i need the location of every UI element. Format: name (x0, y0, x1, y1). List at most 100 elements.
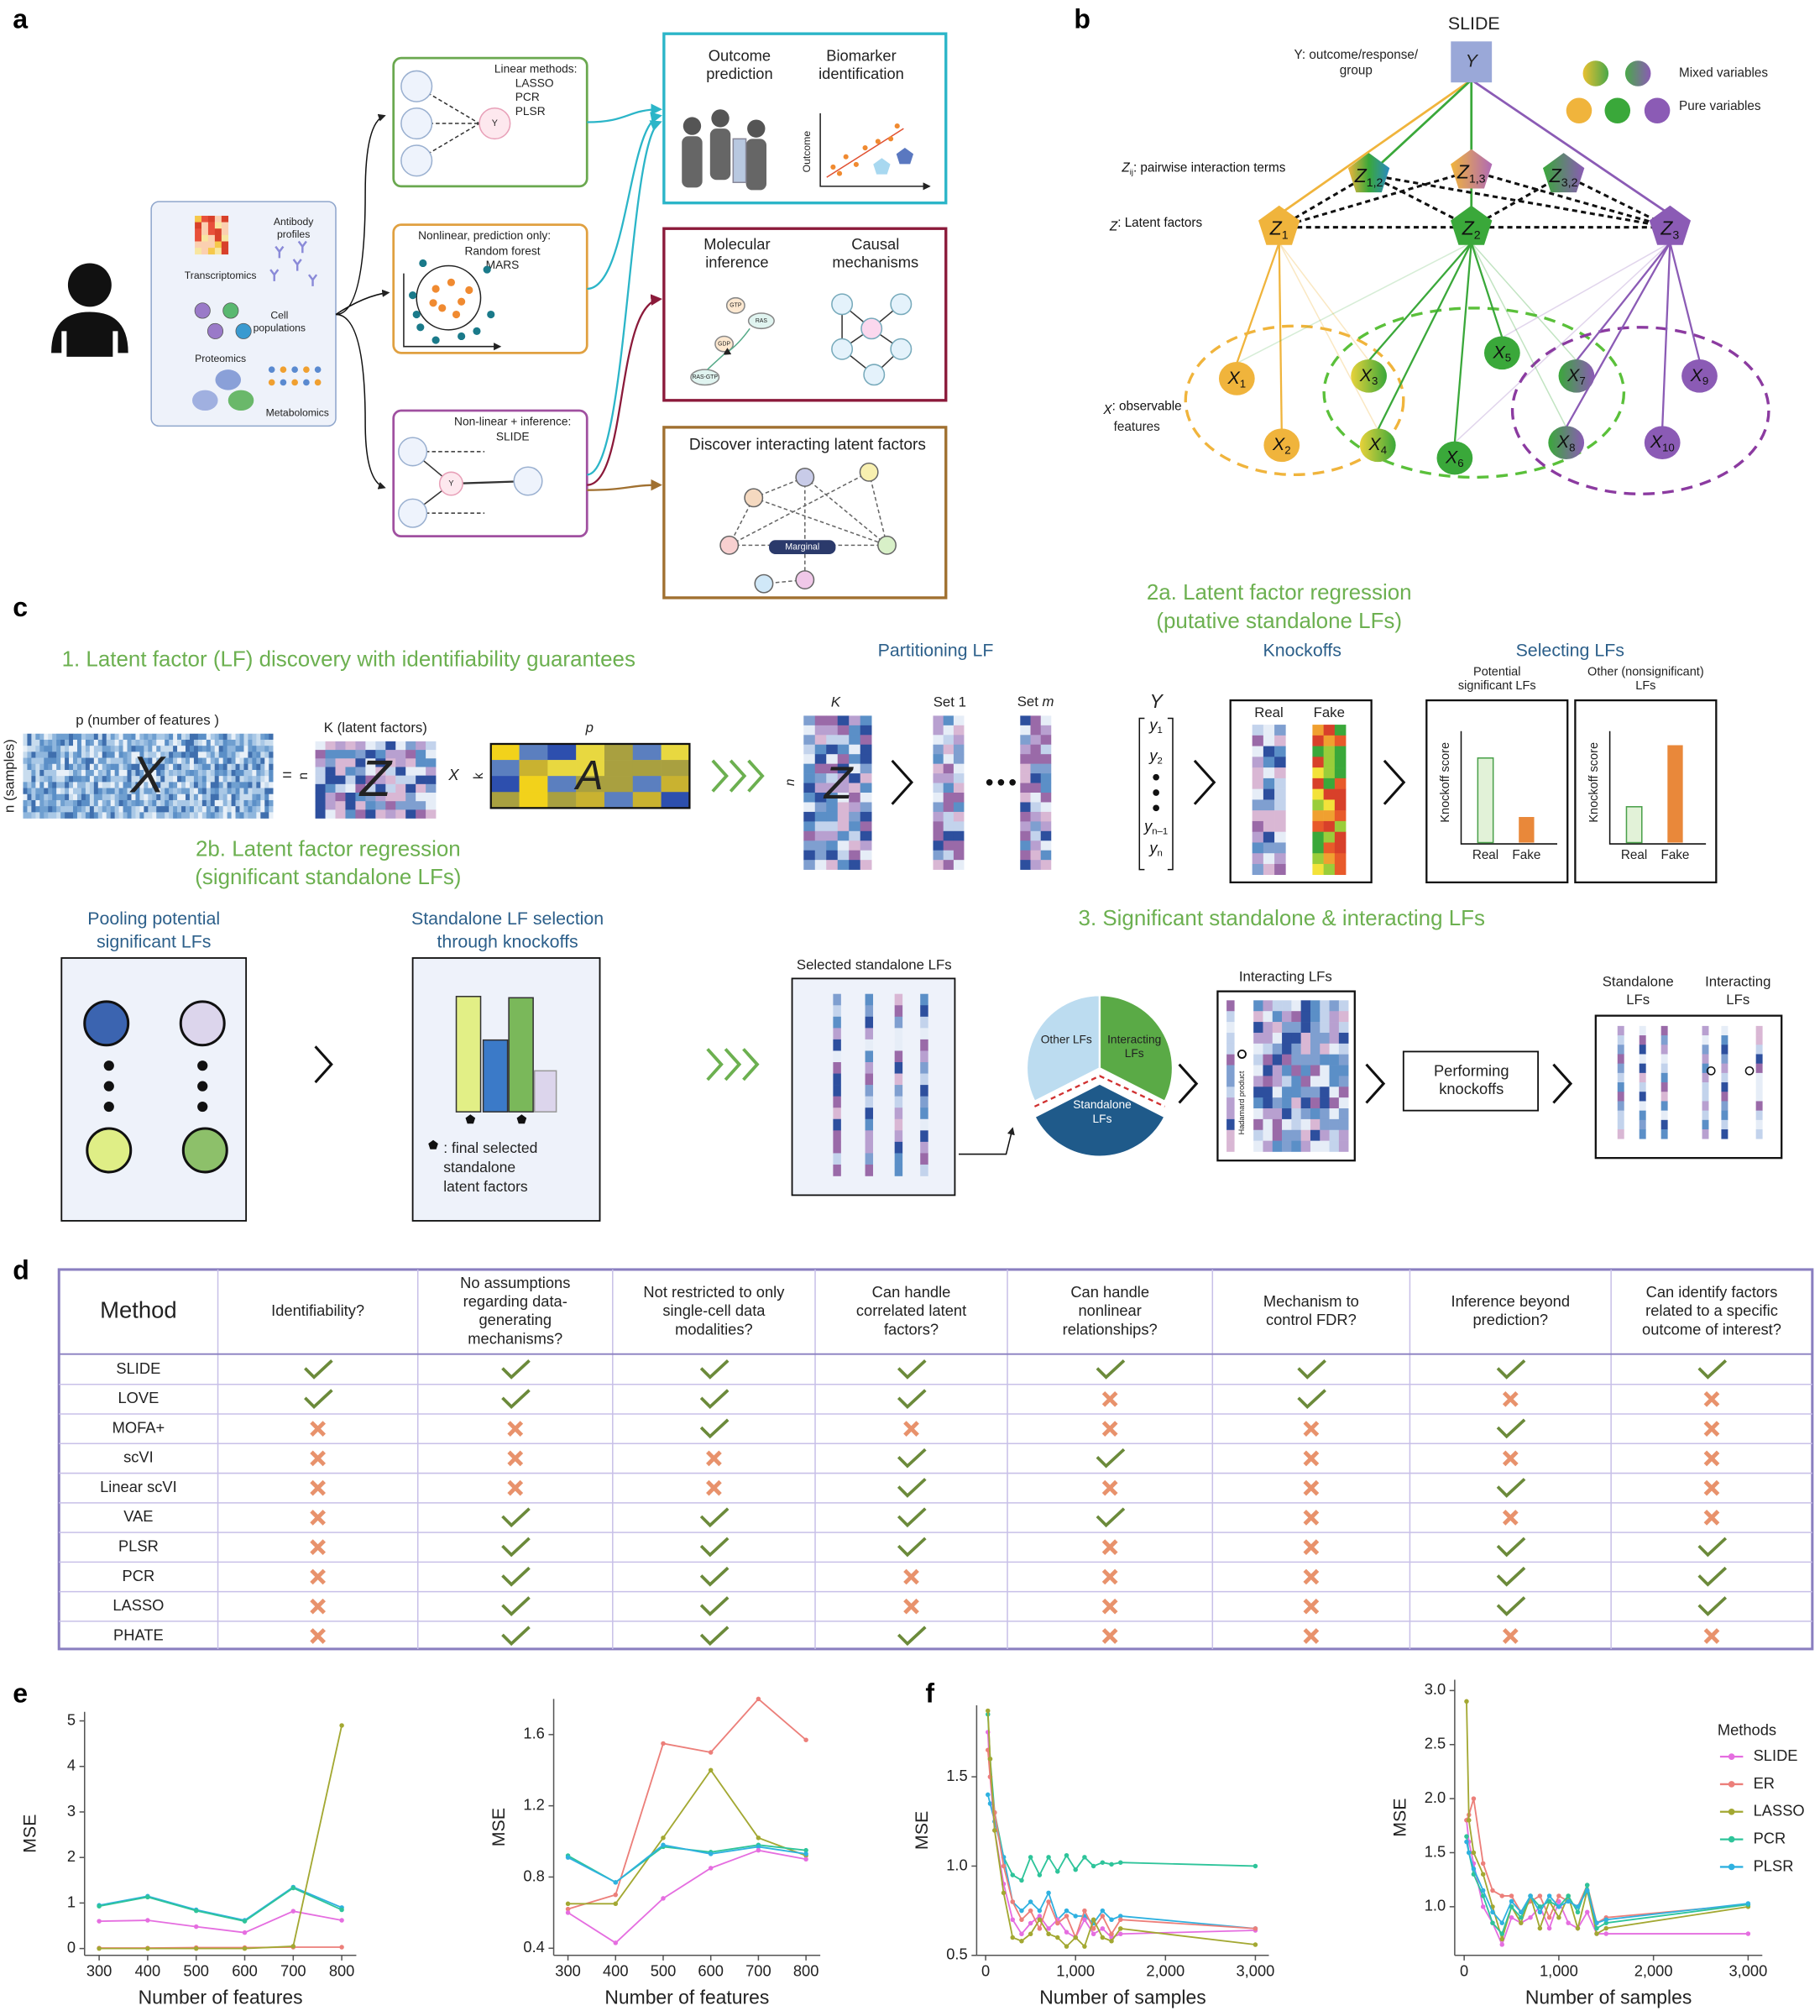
heatmap-cell (269, 751, 274, 758)
connector (1454, 242, 1671, 443)
heatmap-cell (131, 812, 136, 819)
node (795, 570, 815, 590)
heatmap-cell (269, 739, 274, 746)
heatmap-cell (39, 751, 44, 758)
axes (1460, 730, 1558, 845)
heatmap-cell (405, 783, 416, 793)
heatmap-cell (1226, 1076, 1235, 1087)
heatmap-cell (1030, 735, 1042, 746)
heatmap-cell (1755, 1092, 1763, 1102)
heatmap-cell (177, 793, 182, 801)
heatmap-cell (1721, 1110, 1728, 1121)
heatmap-cell (248, 793, 253, 801)
data-point (1745, 1931, 1751, 1936)
data-point (1118, 1917, 1123, 1922)
heatmap-cell (201, 222, 209, 229)
heatmap-cell (837, 850, 850, 861)
heatmap-cell (269, 793, 274, 801)
heatmap-cell (195, 234, 202, 242)
data-point (756, 1835, 761, 1841)
heatmap-cell (1040, 783, 1052, 793)
feature-node (1548, 426, 1585, 460)
symbol: X (1566, 364, 1580, 385)
heatmap-cell (814, 821, 827, 832)
heatmap-cell (131, 751, 136, 758)
heatmap-cell (1040, 802, 1052, 813)
check-mark (1297, 1389, 1326, 1410)
data-point (1575, 1925, 1581, 1931)
person-head (67, 263, 112, 307)
heatmap-cell (1312, 725, 1324, 736)
heatmap-cell (1329, 1076, 1340, 1087)
heatmap-cell (315, 767, 326, 776)
check-mark (1697, 1359, 1728, 1380)
heatmap-cell (39, 746, 44, 752)
heatmap-cell (826, 744, 839, 755)
heatmap-cell (490, 776, 520, 793)
heatmap-cell (114, 776, 119, 783)
heatmap-cell (189, 793, 195, 801)
data-point (1528, 1893, 1533, 1898)
data-point (1546, 1898, 1552, 1904)
heatmap-cell (93, 788, 99, 795)
heatmap-cell (1702, 1101, 1709, 1111)
heatmap-cell (1020, 715, 1031, 726)
heatmap-cell (632, 776, 662, 793)
heatmap-cell (185, 733, 191, 741)
heatmap-cell (69, 769, 74, 777)
heatmap-cell (222, 746, 228, 752)
heatmap-cell (189, 812, 195, 819)
heatmap-cell (1300, 1054, 1311, 1066)
heatmap-cell (1617, 1035, 1624, 1045)
heatmap-cell (826, 802, 839, 813)
heatmap-cell (826, 783, 839, 793)
heatmap-cell (1310, 1000, 1321, 1012)
label: Fake (1661, 848, 1690, 862)
subscript: 1 (1282, 228, 1289, 242)
heatmap-cell (235, 763, 240, 771)
heatmap-cell (110, 793, 115, 801)
heatmap-cell (144, 776, 149, 783)
x-tick-label: 500 (651, 1961, 677, 1979)
check-mark (1496, 1359, 1526, 1380)
heatmap-cell (355, 767, 366, 776)
heatmap-cell (69, 746, 74, 752)
heatmap-cell (355, 741, 366, 751)
heatmap-cell (1040, 715, 1052, 726)
heatmap-cell (860, 744, 872, 755)
heatmap-cell (1253, 1076, 1263, 1087)
heatmap-cell (135, 799, 140, 807)
heatmap-cell (1263, 1108, 1273, 1120)
heatmap-cell (181, 746, 186, 752)
label: Y (492, 118, 498, 128)
heatmap-cell (201, 746, 207, 752)
heatmap-cell (165, 799, 170, 807)
label: Partitioning LF (878, 641, 994, 661)
heatmap-cell (235, 812, 240, 819)
label: LFs (1093, 1113, 1112, 1125)
panel-box (411, 957, 601, 1222)
subscript: 5 (1505, 351, 1511, 364)
heatmap-cell (139, 751, 144, 758)
heatmap-cell (181, 763, 186, 771)
heatmap-cell (1263, 820, 1275, 832)
data-point (1037, 1926, 1043, 1931)
heatmap-cell (239, 782, 244, 788)
column-header: Mechanism to (1263, 1292, 1359, 1310)
heatmap-cell (114, 782, 119, 788)
heatmap-cell (860, 830, 872, 841)
heatmap-cell (1263, 1087, 1273, 1098)
label: 2b. Latent factor regression (196, 838, 461, 861)
heatmap-cell (849, 802, 861, 813)
heatmap-cell (814, 744, 827, 755)
heatmap-cell (60, 757, 65, 765)
heatmap-cell (1274, 799, 1286, 811)
heatmap-cell (201, 757, 207, 765)
label: Random forest (464, 244, 540, 257)
heatmap-cell (102, 799, 107, 807)
cross-mark (1502, 1628, 1519, 1644)
heatmap-cell (943, 821, 954, 832)
heatmap-cell (1312, 767, 1324, 779)
legend-label: PCR (1754, 1829, 1786, 1846)
heatmap-cell (218, 751, 223, 758)
